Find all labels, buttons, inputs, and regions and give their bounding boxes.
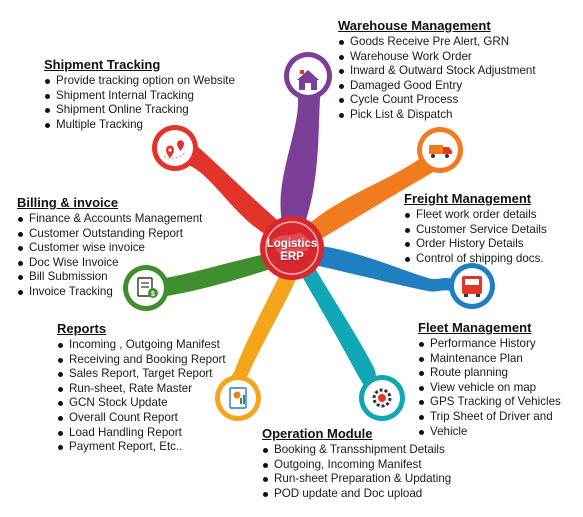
list-item: Route planning (418, 366, 561, 381)
list-item: Receiving and Booking Report (57, 353, 226, 368)
fleet-module: Fleet Management Performance History Mai… (418, 320, 561, 439)
billing-arm (144, 250, 292, 297)
warehouse-title: Warehouse Management (338, 18, 491, 33)
billing-title: Billing & invoice (17, 195, 119, 210)
list-item: Multiple Tracking (44, 118, 235, 133)
shipment-module: Shipment Tracking Provide tracking optio… (44, 57, 235, 132)
list-item: GCN Stock Update (57, 396, 226, 411)
list-item: Fleet work order details (404, 208, 547, 223)
list-item: Shipment Internal Tracking (44, 89, 235, 104)
hub-label-line1: Logistics (266, 238, 318, 250)
list-item: Vehicle (418, 425, 561, 440)
shipment-list: Provide tracking option on Website Shipm… (44, 74, 235, 132)
warehouse-icon (297, 70, 319, 90)
truck-front-icon (462, 276, 482, 297)
invoice-icon: $ (137, 277, 158, 298)
list-item: Doc Wise Invoice (17, 256, 202, 271)
freight-module: Freight Management Fleet work order deta… (404, 191, 547, 266)
warehouse-module: Warehouse Management Goods Receive Pre A… (338, 18, 536, 123)
list-item: Load Handling Report (57, 426, 226, 441)
list-item: Overall Count Report (57, 411, 226, 426)
list-item: Booking & Transshipment Details (262, 443, 451, 458)
list-item: Invoice Tracking (17, 285, 202, 300)
billing-module: Billing & invoice Finance & Accounts Man… (17, 195, 202, 300)
warehouse-list: Goods Receive Pre Alert, GRN Warehouse W… (338, 35, 536, 123)
location-pin-icon (163, 140, 187, 159)
reports-list: Incoming , Outgoing Manifest Receiving a… (57, 338, 226, 455)
operation-module: Operation Module Booking & Transshipment… (262, 426, 451, 501)
operation-arm (296, 256, 376, 394)
list-item: Goods Receive Pre Alert, GRN (338, 35, 536, 50)
freight-title: Freight Management (404, 191, 532, 206)
list-item: Sales Report, Target Report (57, 367, 226, 382)
freight-list: Fleet work order details Customer Servic… (404, 208, 547, 266)
list-item: Customer Service Details (404, 223, 547, 238)
list-item: Outgoing, Incoming Manifest (262, 458, 451, 473)
fleet-list: Performance History Maintenance Plan Rou… (418, 337, 561, 439)
shipment-title: Shipment Tracking (44, 57, 161, 72)
list-item: Customer wise invoice (17, 241, 202, 256)
billing-list: Finance & Accounts Management Customer O… (17, 212, 202, 300)
operation-title: Operation Module (262, 426, 373, 441)
list-item: Run-sheet Preparation & Updating (262, 472, 451, 487)
gear-icon (372, 388, 392, 408)
list-item: Payment Report, Etc.. (57, 440, 226, 455)
list-item: Provide tracking option on Website (44, 74, 235, 89)
list-item: Pick List & Dispatch (338, 108, 536, 123)
list-item: Order History Details (404, 237, 547, 252)
list-item: Inward & Outward Stock Adjustment (338, 64, 536, 79)
hub (260, 216, 324, 280)
list-item: Customer Outstanding Report (17, 227, 202, 242)
freight-truck-icon (429, 145, 452, 158)
fleet-title: Fleet Management (418, 320, 532, 335)
list-item: GPS Tracking of Vehicles (418, 395, 561, 410)
reports-title: Reports (57, 321, 107, 336)
list-item: Damaged Good Entry (338, 79, 536, 94)
list-item: Warehouse Work Order (338, 50, 536, 65)
shipment-arm (170, 138, 296, 244)
list-item: Performance History (418, 337, 561, 352)
reports-module: Reports Incoming , Outgoing Manifest Rec… (57, 321, 226, 455)
svg-text:$: $ (151, 291, 155, 298)
list-item: Trip Sheet of Driver and (418, 410, 561, 425)
list-item: Control of shipping docs. (404, 252, 547, 267)
shipment-bubble (152, 125, 198, 171)
operation-list: Booking & Transshipment Details Outgoing… (262, 443, 451, 501)
fleet-arm (300, 244, 452, 292)
list-item: Shipment Online Tracking (44, 103, 235, 118)
list-item: Bill Submission (17, 270, 202, 285)
reports-arm (227, 258, 302, 392)
freight-arm (296, 145, 446, 248)
hub-label-line2: ERP (280, 251, 304, 263)
list-item: View vehicle on map (418, 381, 561, 396)
list-item: Cycle Count Process (338, 93, 536, 108)
list-item: Finance & Accounts Management (17, 212, 202, 227)
hub-label: Logistics ERP (258, 238, 326, 264)
list-item: Maintenance Plan (418, 352, 561, 367)
list-item: Run-sheet, Rate Master (57, 382, 226, 397)
list-item: POD update and Doc upload (262, 487, 451, 502)
warehouse-arm (280, 70, 321, 236)
list-item: Incoming , Outgoing Manifest (57, 338, 226, 353)
report-document-icon (229, 387, 247, 409)
